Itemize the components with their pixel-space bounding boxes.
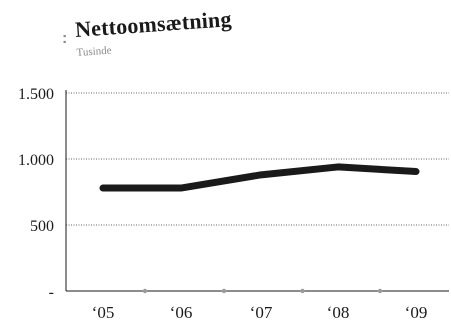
y-tick-label: -: [49, 284, 54, 301]
x-tick-label: ‘06: [170, 303, 193, 322]
y-tick-label: 1.000: [18, 152, 54, 169]
x-axis-markers: [142, 288, 383, 294]
x-axis-marker: [377, 288, 383, 294]
axes: [65, 90, 449, 292]
title-bullet-icon: :: [62, 30, 68, 47]
y-tick-labels: - 500 1.000 1.500: [18, 86, 54, 301]
x-tick-label: ‘05: [92, 303, 115, 322]
x-tick-label: ‘07: [250, 303, 273, 322]
series-line: [99, 163, 420, 192]
series-lines: [99, 163, 420, 192]
x-axis-marker: [221, 288, 227, 294]
x-tick-labels: ‘05 ‘06 ‘07 ‘08 ‘09: [92, 303, 428, 322]
x-axis-marker: [142, 288, 148, 294]
x-tick-label: ‘08: [327, 303, 350, 322]
y-tick-label: 1.500: [18, 86, 54, 103]
gridlines: [66, 92, 449, 226]
x-axis-marker: [300, 288, 305, 294]
y-tick-label: 500: [30, 218, 54, 235]
x-tick-label: ‘09: [405, 303, 428, 322]
